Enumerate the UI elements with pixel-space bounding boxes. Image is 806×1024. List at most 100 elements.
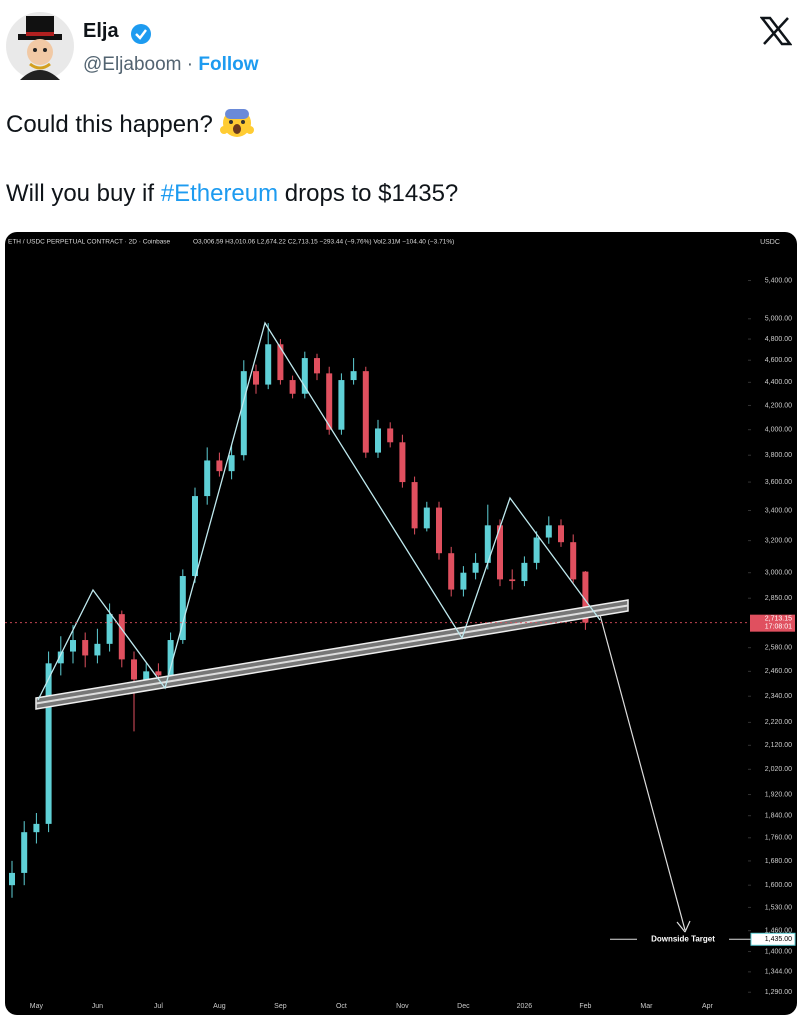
author-handle-row: @Eljaboom · Follow [83, 54, 259, 76]
candle-body [33, 823, 40, 833]
chart-image[interactable]: ETH / USDC PERPETUAL CONTRACT · 2D · Coi… [5, 232, 797, 1015]
candle-body [240, 371, 247, 456]
candle-body [497, 525, 503, 580]
x-tick-label: 2026 [517, 1003, 533, 1010]
last-price-box [750, 614, 795, 632]
candle-body [57, 651, 64, 664]
candle-body [21, 832, 28, 873]
candle-body [289, 380, 296, 394]
candle-body [70, 640, 76, 652]
y-tick-label: 2,120.00 [765, 742, 792, 749]
candle-body [216, 460, 223, 472]
x-tick-label: May [30, 1003, 44, 1010]
target-price-box [750, 932, 796, 946]
y-tick-label: 2,220.00 [765, 719, 792, 726]
tweet-line: Will you buy if #Ethereum drops to $1435… [6, 180, 458, 208]
y-tick-label: 4,400.00 [765, 379, 792, 386]
candle-body [204, 460, 211, 497]
candle-body [265, 344, 272, 385]
x-logo[interactable] [760, 16, 792, 46]
candle-body [301, 358, 308, 394]
x-tick-label: Oct [336, 1003, 347, 1010]
candle-body [118, 614, 125, 660]
candle-body [82, 640, 89, 656]
candle-body [558, 525, 564, 543]
x-tick-label: Apr [702, 1003, 714, 1010]
candle-body [570, 542, 577, 580]
y-tick-label: 4,800.00 [765, 336, 792, 343]
y-tick-label: 1,840.00 [765, 813, 792, 820]
currency-label: USDC [760, 239, 780, 246]
candle-body [472, 562, 479, 573]
y-tick-label: 4,000.00 [765, 427, 792, 434]
candle-body [192, 496, 198, 577]
x-tick-label: Nov [396, 1003, 409, 1010]
candle-body [167, 640, 174, 676]
y-tick-label: 2,460.00 [765, 668, 792, 675]
candle-body [106, 614, 113, 644]
y-tick-label: 2,020.00 [765, 766, 792, 773]
avatar[interactable] [6, 12, 74, 80]
y-tick-label: 1,344.00 [765, 969, 792, 976]
y-tick-label: 5,400.00 [765, 277, 792, 284]
x-tick-label: Jun [92, 1003, 103, 1010]
y-tick-label: 2,580.00 [765, 645, 792, 652]
emoji [219, 109, 254, 137]
candle-body [582, 571, 589, 623]
y-tick-label: 1,530.00 [765, 904, 792, 911]
candle-body [484, 525, 491, 563]
y-tick-label: 2,340.00 [765, 693, 792, 700]
candle-body [314, 358, 320, 374]
y-tick-label: 1,460.00 [765, 928, 792, 935]
y-tick-label: 3,600.00 [765, 479, 792, 486]
candle-body [179, 576, 186, 641]
y-tick-label: 3,400.00 [765, 507, 792, 514]
hashtag[interactable]: #Ethereum [160, 180, 279, 207]
target-price-label: 1,435.00 [765, 936, 792, 943]
chart: ETH / USDC PERPETUAL CONTRACT · 2D · Coi… [5, 239, 796, 1010]
candle-body [94, 643, 101, 656]
candle-body [326, 373, 333, 430]
candle-body [9, 872, 15, 886]
follow-button[interactable]: Follow [198, 54, 259, 75]
y-tick-label: 4,200.00 [765, 402, 792, 409]
y-tick-label: 1,760.00 [765, 835, 792, 842]
x-tick-label: Feb [579, 1003, 591, 1010]
candle-body [533, 537, 540, 563]
candle-body [350, 371, 357, 381]
y-tick-label: 3,200.00 [765, 537, 792, 544]
tweet-text: drops to $1435? [278, 180, 459, 207]
candle-body [436, 507, 442, 554]
candle-body [545, 525, 552, 538]
verified-badge [131, 24, 151, 44]
candle-body [375, 428, 381, 453]
author-handle[interactable]: @Eljaboom [83, 54, 182, 75]
chart-title: ETH / USDC PERPETUAL CONTRACT · 2D · Coi… [8, 239, 171, 246]
candle-body [155, 671, 162, 676]
candle-body [509, 579, 516, 582]
countdown: 17:08:01 [765, 624, 792, 631]
y-tick-label: 3,800.00 [765, 452, 792, 459]
candle-body [131, 659, 137, 680]
candle-body [411, 482, 418, 529]
candle-body [521, 562, 528, 582]
tweet-line: Could this happen? [6, 106, 254, 139]
candle-body [228, 455, 235, 472]
y-tick-label: 1,920.00 [765, 791, 792, 798]
candle-body [399, 442, 406, 483]
y-tick-label: 2,850.00 [765, 595, 792, 602]
annotations [35, 321, 691, 934]
candle-body [423, 507, 430, 529]
candle-body [277, 344, 284, 381]
candle-body [143, 671, 150, 680]
x-tick-label: Dec [457, 1003, 470, 1010]
y-tick-label: 4,600.00 [765, 357, 792, 364]
target-name-box [637, 932, 729, 947]
y-tick-label: 1,290.00 [765, 989, 792, 996]
y-tick-label: 1,600.00 [765, 882, 792, 889]
tweet-text: Could this happen? [6, 111, 213, 138]
author-name[interactable]: Elja [83, 20, 119, 42]
candle-body [253, 371, 259, 385]
target-name: Downside Target [651, 934, 715, 943]
